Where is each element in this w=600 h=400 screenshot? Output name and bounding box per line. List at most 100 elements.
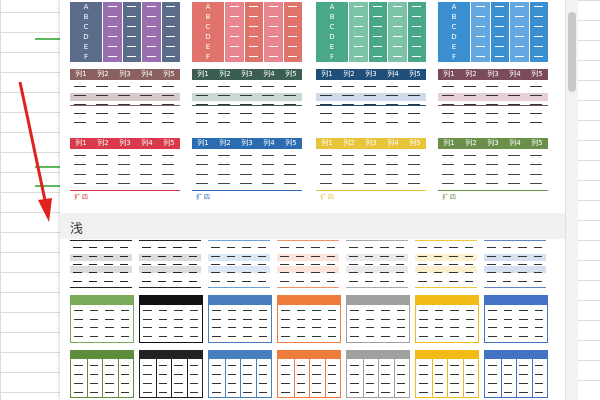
light-style-1[interactable]: [70, 240, 132, 288]
cell-dash: [412, 6, 422, 7]
cell-dash: [442, 183, 455, 185]
cell-dash: [89, 327, 99, 329]
light-style-5[interactable]: [346, 240, 408, 288]
cell-dash: [312, 335, 321, 337]
cell-dash: [327, 310, 337, 312]
cell-dash: [353, 56, 363, 57]
swatch-row: E: [316, 42, 426, 53]
style-swatch-band-2[interactable]: 列1 列2 列3 列4 列5 扩 四: [192, 138, 302, 202]
cell-dash: [312, 382, 321, 384]
cell-dash: [88, 272, 98, 274]
light-style-3[interactable]: [208, 240, 270, 288]
grid-style-6[interactable]: [415, 350, 479, 398]
header-col: 列3: [365, 139, 377, 147]
light-style-4[interactable]: [277, 240, 339, 288]
medium-style-6[interactable]: [415, 295, 479, 343]
cell-dash: [74, 122, 87, 124]
cell-dash: [320, 173, 333, 175]
red-arrow-annotation: [18, 81, 52, 222]
light-style-6[interactable]: [415, 240, 477, 288]
cell-dash: [395, 264, 405, 265]
cell-dash: [288, 16, 298, 17]
medium-style-7[interactable]: [484, 295, 548, 343]
cell-dash: [373, 6, 383, 7]
cell-dash: [196, 104, 209, 105]
grid-style-2[interactable]: [139, 350, 203, 398]
cell-dash: [96, 122, 109, 124]
style-swatch-mid-4[interactable]: 列1 列2 列3 列4 列5: [438, 69, 548, 129]
medium-style-4[interactable]: [277, 295, 341, 343]
grid-style-4[interactable]: [277, 350, 341, 398]
swatch-row: F: [192, 52, 302, 63]
cell-dash: [127, 46, 137, 47]
cell-dash: [157, 247, 167, 249]
cell-dash: [442, 113, 455, 115]
cell-dash: [465, 335, 475, 337]
cell-dash: [120, 364, 130, 366]
cell-dash: [143, 391, 152, 393]
cell-dash: [118, 164, 131, 166]
cell-dash: [311, 247, 320, 249]
cell-dash: [365, 335, 375, 337]
cell-dash: [118, 183, 131, 185]
style-swatch-band-1[interactable]: 列1 列2 列3 列4 列5 扩 四: [70, 138, 180, 202]
cell-dash: [257, 247, 267, 249]
cell-dash: [433, 255, 443, 257]
cell-dash: [196, 154, 209, 156]
header-col: 列3: [119, 139, 131, 147]
style-swatch-band-3[interactable]: 列1 列2 列3 列4 列5 扩 四: [316, 138, 426, 202]
grid-style-7[interactable]: [484, 350, 548, 398]
light-style-7[interactable]: [484, 240, 546, 288]
swatch-band: [139, 266, 201, 274]
cell-dash: [518, 280, 527, 282]
cell-dash: [74, 94, 87, 96]
cell-dash: [74, 373, 83, 375]
cell-dash: [296, 335, 306, 337]
cell-dash: [227, 373, 237, 375]
medium-style-2[interactable]: [139, 295, 203, 343]
cell-dash: [364, 264, 374, 265]
cell-dash: [434, 373, 444, 375]
cell-dash: [262, 85, 275, 87]
grid-style-1[interactable]: [70, 350, 134, 398]
swatch-row: C: [438, 22, 548, 33]
cell-dash: [465, 318, 475, 320]
style-swatch-mid-1[interactable]: 列1 列2 列3 列4 列5: [70, 69, 180, 129]
cell-dash: [475, 36, 485, 37]
section-label: 浅: [70, 222, 84, 237]
cell-dash: [503, 391, 513, 393]
style-swatch-band-4[interactable]: 列1 列2 列3 列4 列5 扩 四: [438, 138, 548, 202]
cell-dash: [530, 104, 543, 105]
cell-dash: [105, 310, 114, 312]
grid-style-3[interactable]: [208, 350, 272, 398]
cell-dash: [434, 335, 444, 337]
row-letter: F: [438, 52, 470, 63]
row-cell: [367, 52, 387, 63]
medium-style-3[interactable]: [208, 295, 272, 343]
cell-dash: [534, 382, 544, 384]
cell-dash: [73, 272, 82, 274]
light-style-2[interactable]: [139, 240, 201, 288]
cell-dash: [503, 318, 513, 320]
medium-style-5[interactable]: [346, 295, 410, 343]
cell-dash: [268, 26, 278, 27]
cell-dash: [262, 94, 275, 96]
grid-style-5[interactable]: [346, 350, 410, 398]
gallery-scrollbar[interactable]: [565, 0, 578, 400]
style-swatch-mid-3[interactable]: 列1 列2 列3 列4 列5: [316, 69, 426, 129]
cell-dash: [240, 183, 253, 185]
cell-dash: [174, 364, 183, 366]
header-col: 列1: [75, 70, 87, 78]
scrollbar-thumb[interactable]: [568, 12, 576, 92]
cell-dash: [519, 364, 528, 366]
cell-dash: [295, 247, 305, 249]
cell-dash: [212, 391, 221, 393]
cell-dash: [488, 364, 497, 366]
medium-style-1[interactable]: [70, 295, 134, 343]
style-swatch-mid-2[interactable]: 列1 列2 列3 列4 列5: [192, 69, 302, 129]
cell-dash: [284, 183, 297, 185]
